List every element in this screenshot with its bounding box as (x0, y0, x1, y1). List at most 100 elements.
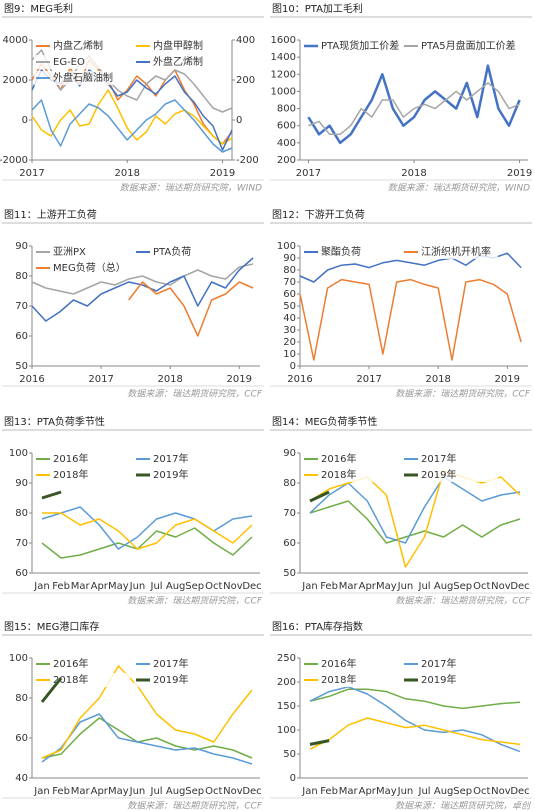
legend-bg (34, 657, 130, 671)
legend-label: 2018年 (321, 468, 356, 481)
legend-bg (134, 452, 230, 466)
y-tick-label: 1000 (271, 86, 296, 97)
x-tick-label: Jul (150, 581, 163, 592)
x-tick-label: Jun (397, 581, 414, 592)
y-tick-label: 50 (283, 568, 296, 579)
chart-title: 图16：PTA库存指数 (272, 620, 363, 633)
x-tick-label: Aug (434, 581, 454, 592)
x-tick-label: Feb (52, 786, 70, 797)
y-tick-label: 50 (283, 301, 296, 312)
series-line (309, 500, 521, 544)
x-tick-label: 2019 (507, 168, 532, 179)
y-tick-label: 60 (283, 289, 296, 300)
y-tick-label: 4000 (3, 35, 28, 46)
x-tick-label: 2019 (227, 374, 252, 385)
series-line (309, 717, 521, 750)
y-tick-label: 90 (283, 253, 296, 264)
series-line (309, 686, 521, 753)
y-tick-label: 0 (290, 361, 296, 372)
source-note: 数据来源：瑞达期货研究院，卓创 (395, 801, 532, 811)
legend-label: 2017年 (153, 452, 188, 465)
series-line (31, 257, 254, 322)
x-tick-label: Sep (185, 786, 204, 797)
source-note: 数据来源：瑞达期货研究院，CCF (127, 801, 263, 811)
series-line (309, 739, 330, 746)
x-tick-label: Oct (473, 581, 490, 592)
y-tick-label: 60 (15, 733, 28, 744)
y-tick-label: 40 (283, 313, 296, 324)
y-tick-label: 70 (15, 301, 28, 312)
x-tick-label: May (376, 581, 397, 592)
y-tick-label: 70 (15, 538, 28, 549)
legend-label: 外盘乙烯制 (153, 55, 203, 68)
x-tick-label: Oct (205, 581, 222, 592)
x-tick-label: Jun (129, 581, 146, 592)
x-tick-label: Jun (129, 786, 146, 797)
legend-label: 内盘乙烯制 (53, 39, 103, 52)
y-tick-label: 100 (9, 653, 28, 664)
y-tick-label: 30 (283, 325, 296, 336)
x-tick-label: Aug (166, 581, 186, 592)
legend-label: 2018年 (321, 673, 356, 686)
series-line (41, 665, 253, 759)
legend-bg (402, 452, 498, 466)
chart-title: 图15：MEG港口库存 (4, 620, 99, 633)
x-tick-label: Nov (223, 581, 243, 592)
y-tick-label: 400 (277, 138, 296, 149)
series-line (299, 278, 522, 361)
x-tick-label: May (108, 581, 129, 592)
x-tick-label: 2017 (19, 168, 44, 179)
legend-bg (34, 55, 130, 69)
x-tick-label: Jan (301, 581, 317, 592)
series-line (41, 717, 253, 759)
source-note: 数据来源：瑞达期货研究院，CCF (395, 389, 531, 400)
y-tick-label: 200 (277, 677, 296, 688)
legend-label: 江浙织机开机率 (421, 245, 491, 258)
legend-bg (302, 39, 398, 53)
legend-bg (302, 245, 398, 259)
y-tick-label: 50 (15, 361, 28, 372)
y-tick-label: 50 (283, 749, 296, 760)
y-tick-label: 600 (277, 121, 296, 132)
legend-label: 聚酯负荷 (321, 245, 361, 258)
series-line (309, 688, 521, 710)
x-tick-label: Jan (33, 786, 49, 797)
legend-bg (402, 245, 498, 259)
chart-title: 图14：MEG负荷季节性 (272, 415, 377, 428)
legend-label: 2019年 (153, 468, 188, 481)
y-tick-label: 100 (9, 448, 28, 459)
y-tick-label: 0 (290, 773, 296, 784)
y-tick-label: 150 (277, 701, 296, 712)
x-tick-label: 2016 (287, 374, 312, 385)
legend-label: 2019年 (421, 673, 456, 686)
series-line (309, 476, 521, 544)
series-line (31, 99, 233, 153)
series-line (41, 490, 62, 500)
series-line (128, 281, 254, 337)
x-tick-label: May (376, 786, 397, 797)
x-tick-label: 2019 (210, 168, 235, 179)
legend-bg (34, 71, 130, 85)
x-tick-label: 2016 (19, 374, 44, 385)
legend-bg (34, 39, 130, 53)
y2-tick-label: -200 (236, 155, 259, 166)
x-tick-label: Feb (320, 581, 338, 592)
x-tick-label: Jan (33, 581, 49, 592)
x-tick-label: Mar (71, 581, 91, 592)
legend-label: 2018年 (53, 673, 88, 686)
x-tick-label: Feb (52, 581, 70, 592)
series-line (42, 512, 253, 550)
source-note: 数据来源：瑞达期货研究院，WIND (120, 183, 262, 194)
x-tick-label: Dec (510, 581, 529, 592)
chart-title: 图10：PTA加工毛利 (272, 3, 363, 15)
legend-label: 2016年 (53, 452, 88, 465)
y-tick-label: 200 (277, 155, 296, 166)
y-tick-label: 60 (15, 568, 28, 579)
x-tick-label: 2018 (425, 374, 450, 385)
x-tick-label: Apr (359, 786, 377, 797)
x-tick-label: Mar (339, 786, 359, 797)
y-tick-label: 80 (15, 271, 28, 282)
x-tick-label: Dec (242, 581, 261, 592)
chart-title: 图9：MEG毛利 (4, 3, 73, 15)
